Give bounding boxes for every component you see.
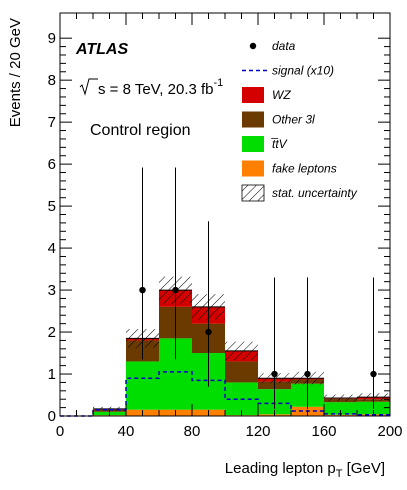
data-point-1	[172, 286, 179, 294]
tick-labels: 0 40 80 120 160 200 0 1 2 3 4 5 6 7 8 9	[48, 30, 403, 440]
legend-marker-wz	[242, 87, 264, 103]
bar-t-tv-7	[324, 402, 357, 415]
y-tick-label-0: 0	[48, 408, 56, 425]
legend-marker-data	[249, 42, 257, 50]
legend-marker-fake-leptons	[242, 160, 264, 177]
y-tick-label-2: 2	[48, 324, 56, 341]
data-point-4	[304, 370, 311, 378]
legend-label-other-3l: Other 3l	[272, 113, 315, 127]
legend-label-fake-leptons: fake leptons	[272, 162, 337, 176]
data-points	[139, 167, 377, 409]
legend: data signal (x10) WZ Other 3l t̅tV fake lepto…	[241, 39, 358, 202]
x-tick-label-80: 80	[184, 423, 201, 440]
legend-label-wz: WZ	[272, 88, 291, 102]
experiment-label: ATLAS	[75, 41, 128, 58]
y-tick-label-6: 6	[48, 156, 56, 173]
axis-ticks	[59, 13, 391, 417]
bar-t-tv-1	[126, 361, 159, 410]
y-axis-title: Events / 20 GeV	[7, 18, 24, 127]
sqrt-symbol	[79, 78, 98, 96]
x-tick-label-0: 0	[56, 423, 64, 440]
legend-label-data: data	[272, 39, 296, 53]
y-tick-label-4: 4	[48, 240, 56, 257]
legend-label-t-tv: t̅tV	[271, 137, 288, 151]
data-point-3	[271, 370, 278, 378]
y-tick-label-3: 3	[48, 282, 56, 299]
y-tick-label-8: 8	[48, 72, 56, 89]
legend-label-stat-uncertainty: stat. uncertainty	[272, 186, 358, 200]
y-tick-label-9: 9	[48, 30, 56, 47]
legend-marker-t-tv	[242, 136, 264, 152]
region-label: Control region	[90, 122, 191, 139]
x-tick-label-40: 40	[118, 423, 135, 440]
y-tick-label-7: 7	[48, 114, 56, 131]
x-tick-label-120: 120	[245, 423, 270, 440]
x-tick-label-160: 160	[311, 423, 336, 440]
x-axis-title: Leading lepton pT [GeV]	[225, 460, 385, 480]
legend-marker-other-3l	[242, 111, 264, 128]
data-point-2	[205, 328, 212, 336]
energy-lumi-label: s = 8 TeV, 20.3 fb-1	[98, 77, 223, 98]
legend-marker-stat-uncertainty	[241, 184, 265, 202]
x-tick-label-200: 200	[377, 423, 402, 440]
bar-other-3l-4	[225, 361, 258, 383]
legend-label-signal-x10: signal (x10)	[272, 64, 334, 78]
data-point-5	[370, 370, 377, 378]
y-tick-label-1: 1	[48, 366, 56, 383]
y-tick-label-5: 5	[48, 198, 56, 215]
data-point-0	[139, 286, 146, 294]
